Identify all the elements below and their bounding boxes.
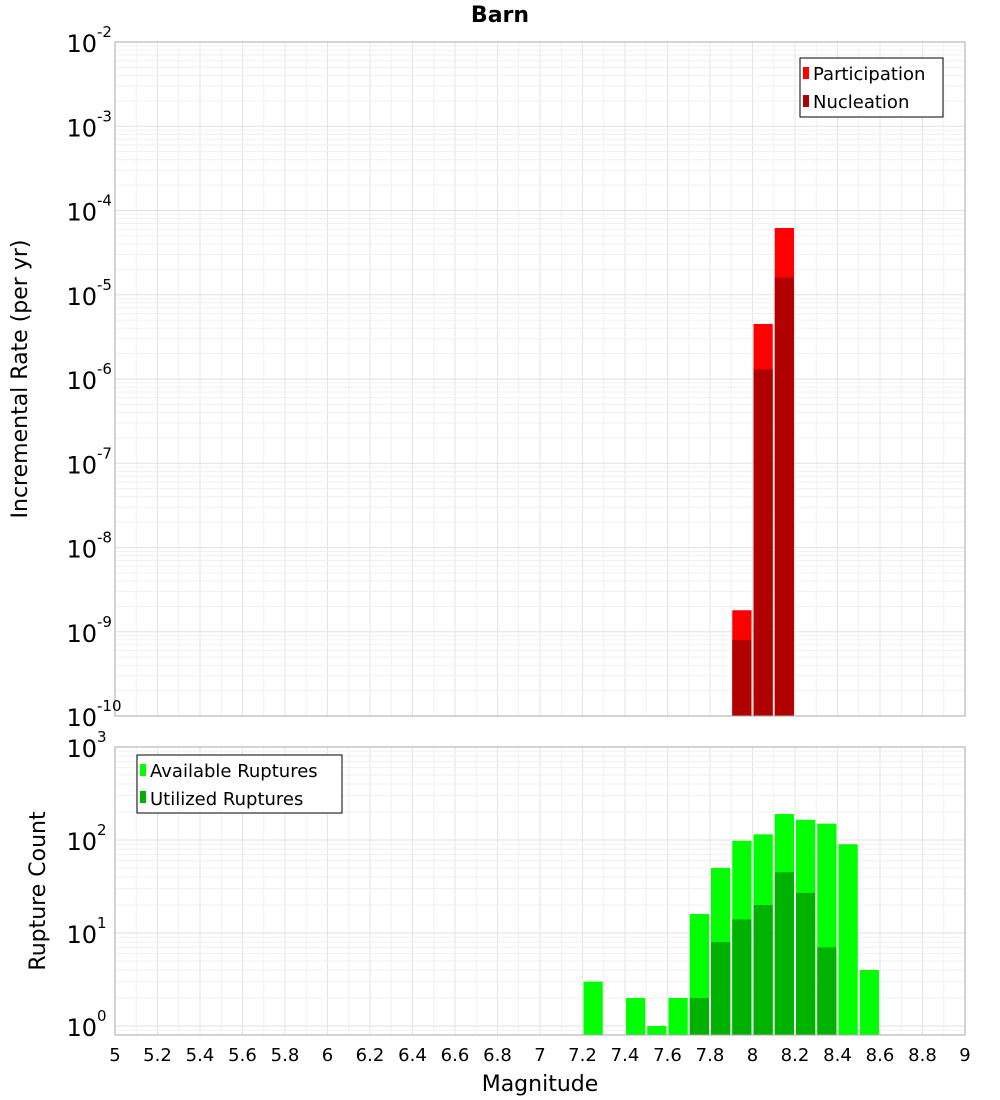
legend-label-nucleation: Nucleation <box>813 92 909 113</box>
y-tick-exponent: -7 <box>97 444 112 462</box>
legend-label-participation: Participation <box>813 64 925 85</box>
bar-nucleation <box>732 639 752 716</box>
count-legend: Available Ruptures Utilized Ruptures <box>136 754 343 814</box>
y-tick-exponent: -10 <box>97 697 122 715</box>
bar-utilized-ruptures <box>817 947 837 1035</box>
y-tick-label: 10 <box>66 283 97 311</box>
rate-y-axis-label: Incremental Rate (per yr) <box>8 240 33 519</box>
legend-swatch-utilized <box>140 791 146 803</box>
bar-nucleation <box>774 277 794 716</box>
x-tick-label: 8.6 <box>866 1045 895 1066</box>
legend-label-available: Available Ruptures <box>150 761 318 782</box>
x-tick-label: 8.8 <box>908 1045 937 1066</box>
count-y-axis-label: Rupture Count <box>26 811 51 971</box>
legend-swatch-available <box>140 764 146 776</box>
legend-label-utilized: Utilized Ruptures <box>150 789 303 810</box>
bar-available-ruptures <box>668 997 688 1035</box>
bar-available-ruptures <box>583 981 603 1035</box>
rate-plot-frame <box>114 41 966 717</box>
y-tick-exponent: 3 <box>97 728 107 746</box>
rate-legend: Participation Nucleation <box>799 57 944 118</box>
x-tick-label: 7.4 <box>611 1045 640 1066</box>
x-tick-label: 5.2 <box>143 1045 172 1066</box>
y-tick-label: 10 <box>66 828 97 856</box>
y-tick-exponent: -2 <box>97 23 112 41</box>
rate-bars <box>732 227 794 716</box>
count-bars <box>583 814 879 1035</box>
y-tick-exponent: -9 <box>97 613 112 631</box>
y-tick-exponent: -6 <box>97 360 112 378</box>
y-tick-label: 10 <box>66 735 97 763</box>
bar-utilized-ruptures <box>732 919 752 1035</box>
bar-utilized-ruptures <box>774 872 794 1035</box>
rate-legend-box <box>799 57 944 118</box>
rate-grid <box>114 42 966 717</box>
y-tick-label: 10 <box>66 199 97 227</box>
y-tick-label: 10 <box>66 620 97 648</box>
x-tick-label: 6 <box>322 1045 333 1066</box>
x-tick-label: 5 <box>109 1045 120 1066</box>
y-tick-exponent: -5 <box>97 276 112 294</box>
bar-utilized-ruptures <box>796 892 816 1035</box>
x-tick-label: 6.2 <box>356 1045 385 1066</box>
y-tick-label: 10 <box>66 30 97 58</box>
y-tick-exponent: 2 <box>97 821 107 839</box>
legend-swatch-participation <box>803 67 809 79</box>
x-tick-label: 5.8 <box>271 1045 300 1066</box>
x-tick-label: 7 <box>534 1045 545 1066</box>
x-tick-label: 6.6 <box>441 1045 470 1066</box>
x-tick-label: 7.2 <box>568 1045 597 1066</box>
y-tick-exponent: -8 <box>97 529 112 547</box>
x-tick-label: 7.8 <box>696 1045 725 1066</box>
y-tick-label: 10 <box>66 536 97 564</box>
y-tick-exponent: 0 <box>97 1007 107 1025</box>
y-tick-label: 10 <box>66 1014 97 1042</box>
legend-swatch-nucleation <box>803 95 809 107</box>
x-tick-label: 8 <box>747 1045 758 1066</box>
y-tick-label: 10 <box>66 704 97 732</box>
x-ticks: 5 5.2 5.4 5.6 5.8 6 6.2 6.4 6.6 6.8 7 7.2 7.4 7.6 7.8 8… <box>109 1045 970 1066</box>
x-tick-label: 6.8 <box>483 1045 512 1066</box>
count-legend-box <box>136 754 343 814</box>
y-tick-exponent: -3 <box>97 107 112 125</box>
bar-available-ruptures <box>626 997 646 1035</box>
y-tick-label: 10 <box>66 451 97 479</box>
y-tick-exponent: 1 <box>97 914 107 932</box>
bar-available-ruptures <box>838 844 858 1035</box>
bar-available-ruptures <box>647 1025 667 1035</box>
y-tick-exponent: -4 <box>97 192 112 210</box>
x-tick-label: 7.6 <box>653 1045 682 1066</box>
y-tick-label: 10 <box>66 367 97 395</box>
chart-title: Barn <box>471 3 529 28</box>
bar-utilized-ruptures <box>753 904 773 1035</box>
bar-nucleation <box>753 369 773 716</box>
y-tick-label: 10 <box>66 921 97 949</box>
x-tick-label: 5.4 <box>186 1045 215 1066</box>
x-tick-label: 8.4 <box>823 1045 852 1066</box>
x-tick-label: 9 <box>959 1045 970 1066</box>
y-tick-label: 10 <box>66 114 97 142</box>
x-axis-label: Magnitude <box>482 1072 599 1097</box>
count-plot-frame <box>114 746 966 1036</box>
x-tick-label: 6.4 <box>398 1045 427 1066</box>
bar-utilized-ruptures <box>689 997 709 1035</box>
bar-utilized-ruptures <box>711 942 731 1035</box>
bar-available-ruptures <box>859 969 879 1035</box>
x-tick-label: 8.2 <box>781 1045 810 1066</box>
x-tick-label: 5.6 <box>228 1045 257 1066</box>
